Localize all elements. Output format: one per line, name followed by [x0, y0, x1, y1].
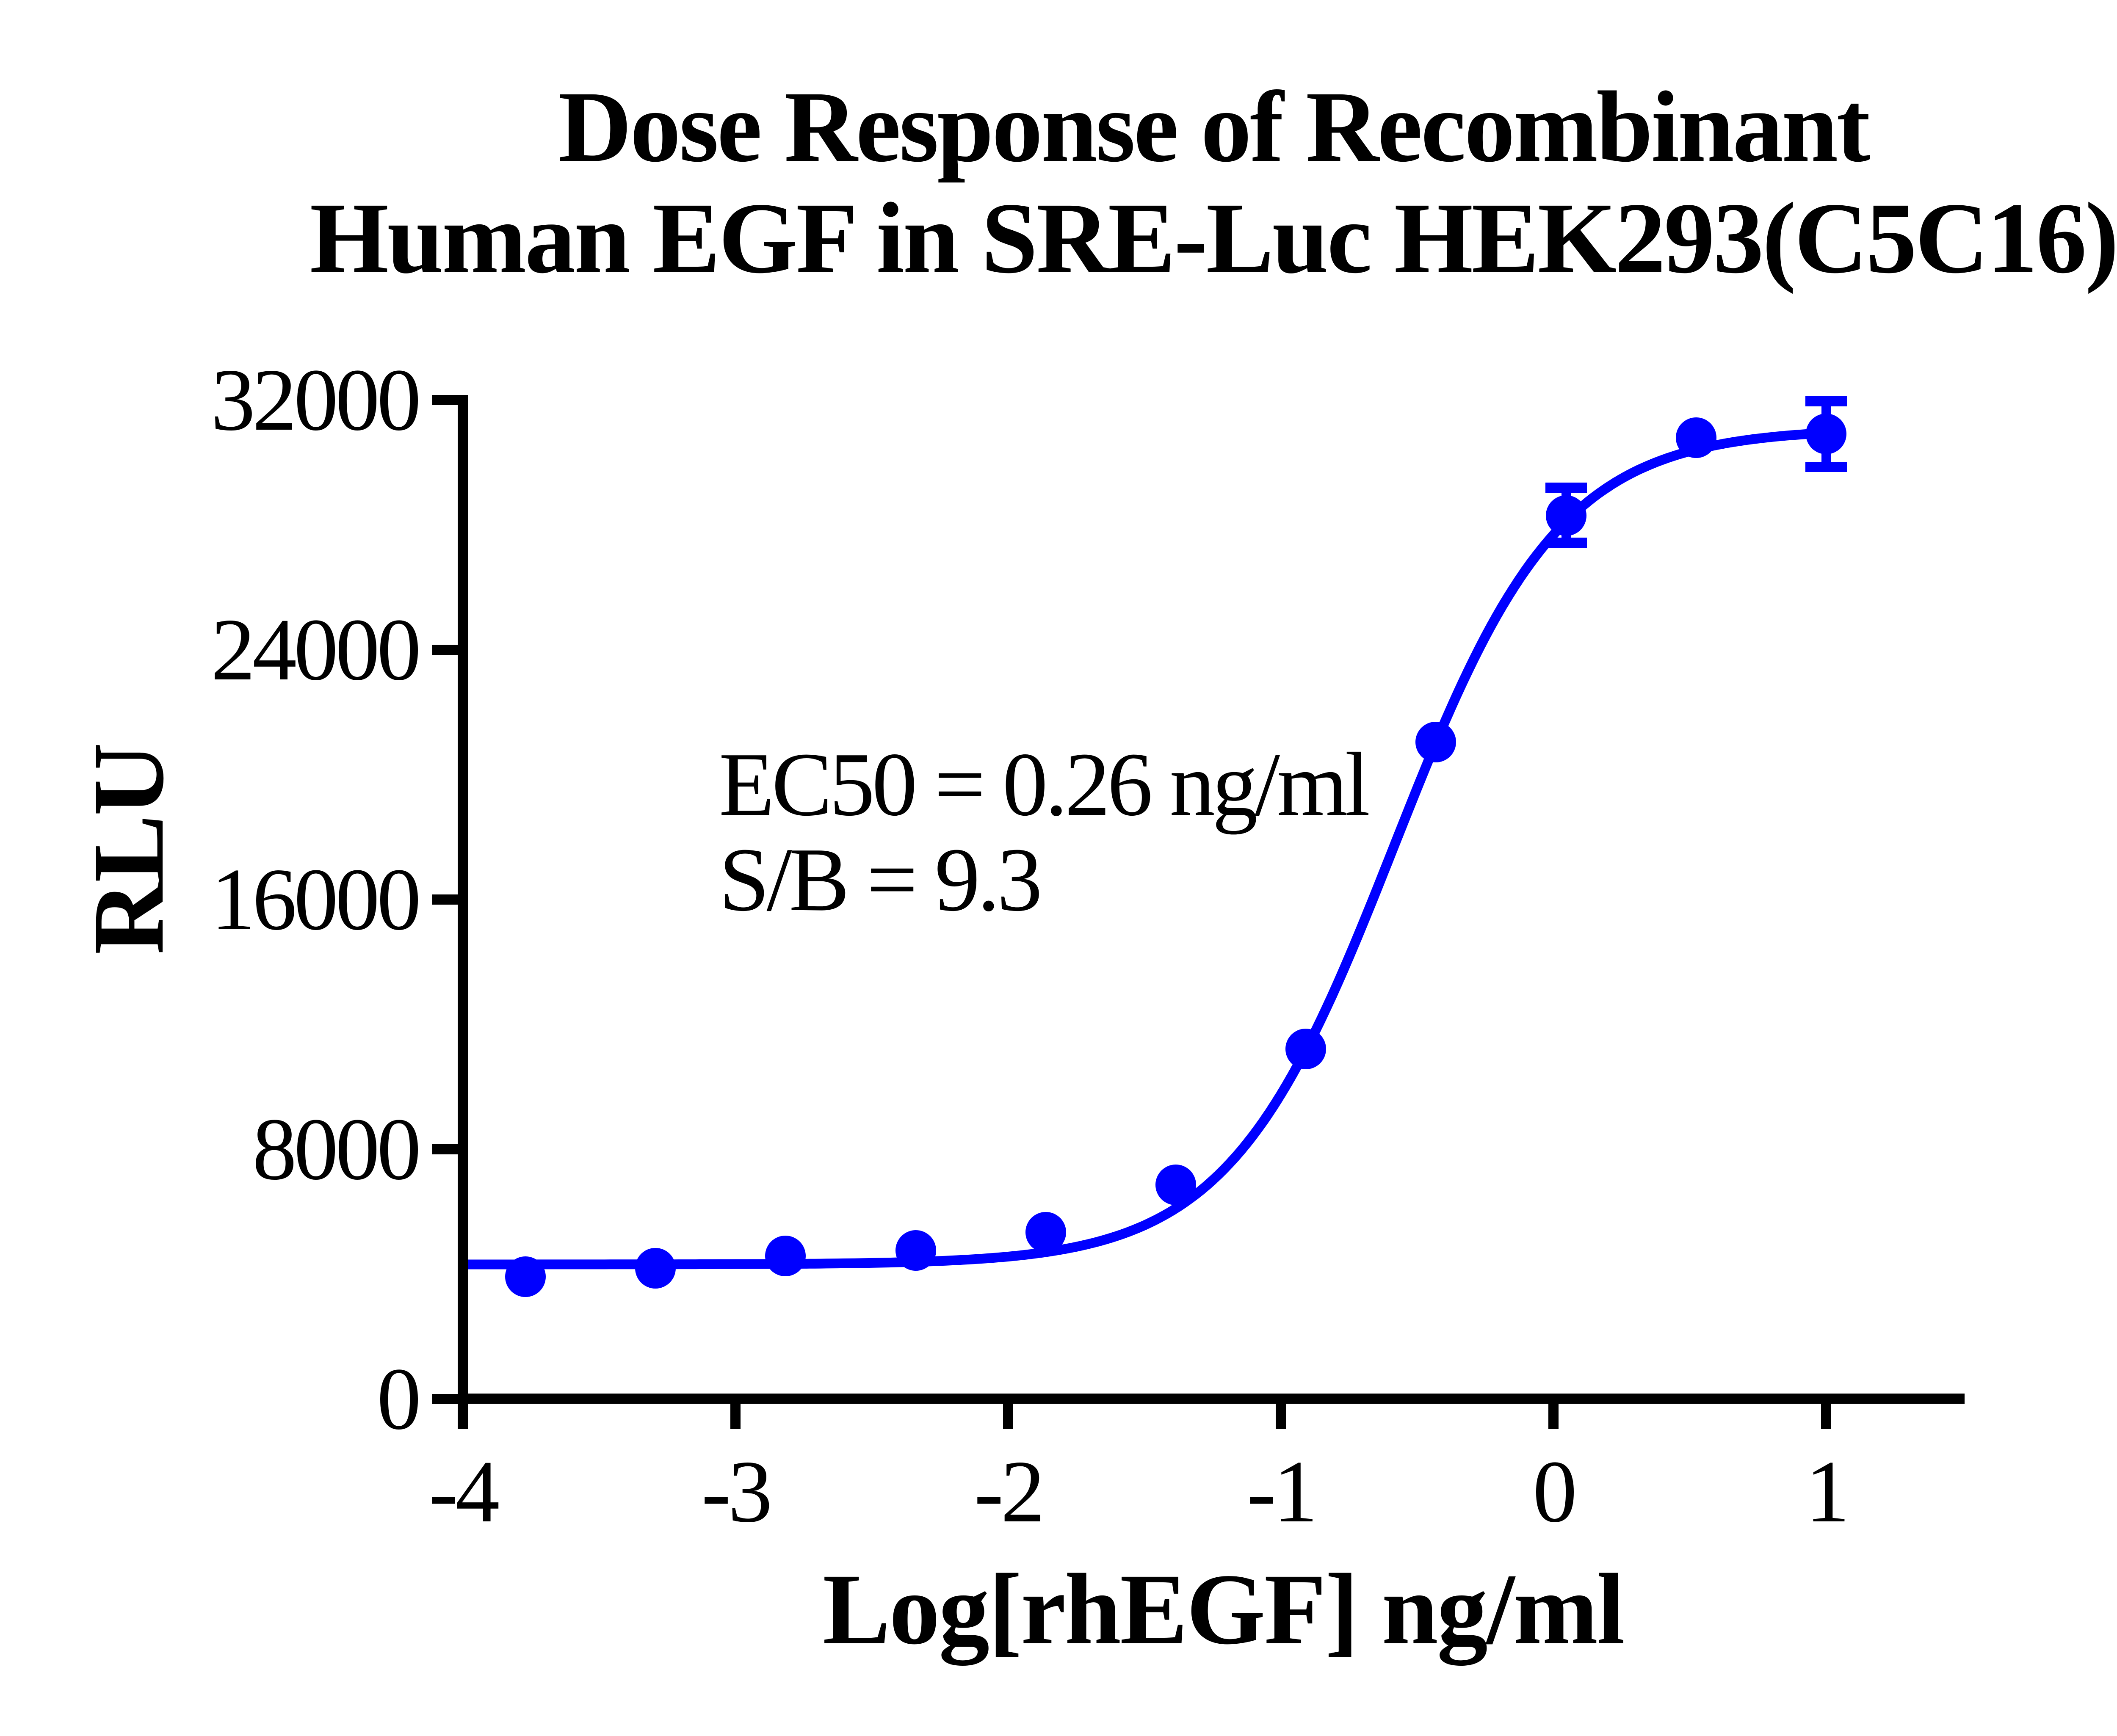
- svg-text:0: 0: [1533, 1443, 1574, 1541]
- svg-text:-3: -3: [702, 1443, 770, 1541]
- svg-text:-4: -4: [429, 1443, 499, 1541]
- svg-text:8000: 8000: [252, 1100, 418, 1198]
- svg-text:Dose Response of Recombinant: Dose Response of Recombinant: [558, 70, 1870, 183]
- svg-text:EC50 = 0.26 ng/ml: EC50 = 0.26 ng/ml: [719, 734, 1368, 835]
- svg-text:Log[rhEGF] ng/ml: Log[rhEGF] ng/ml: [823, 1553, 1624, 1666]
- svg-text:Human EGF in SRE-Luc HEK293(C5: Human EGF in SRE-Luc HEK293(C5C16): [310, 182, 2117, 294]
- svg-text:0: 0: [377, 1350, 418, 1448]
- svg-text:RLU: RLU: [72, 744, 185, 955]
- svg-text:-2: -2: [974, 1443, 1042, 1541]
- svg-text:S/B = 9.3: S/B = 9.3: [719, 829, 1039, 930]
- svg-text:32000: 32000: [211, 351, 418, 449]
- svg-text:-1: -1: [1247, 1443, 1315, 1541]
- svg-text:24000: 24000: [211, 601, 418, 699]
- svg-text:16000: 16000: [211, 850, 418, 949]
- svg-text:1: 1: [1805, 1443, 1847, 1541]
